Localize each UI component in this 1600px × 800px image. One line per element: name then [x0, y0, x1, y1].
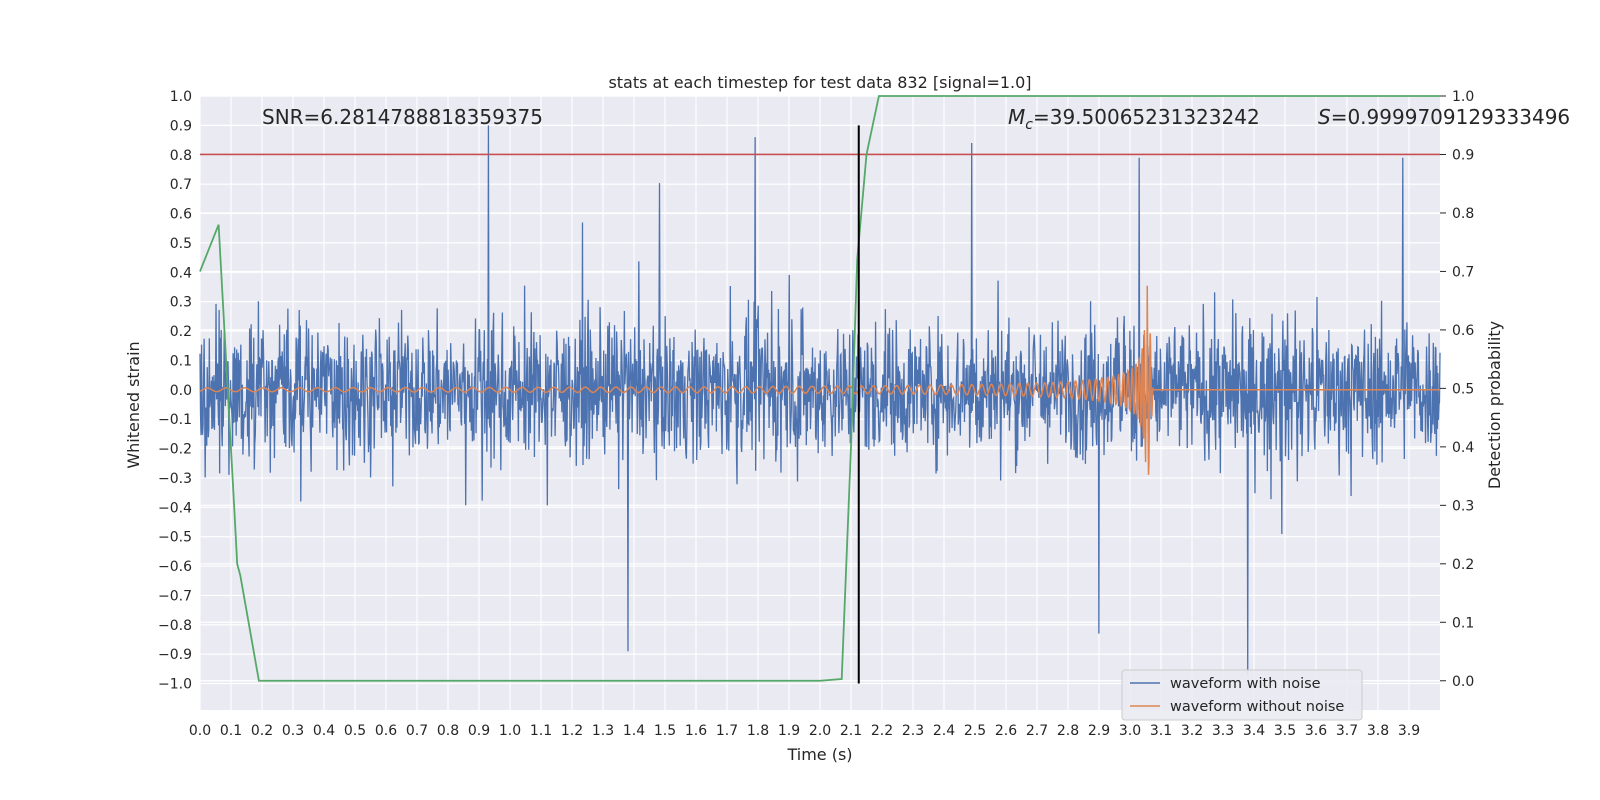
y-left-tick-label: 0.8 — [170, 148, 192, 164]
x-tick-label: 0.7 — [406, 723, 428, 739]
y-left-tick-label: −0.7 — [158, 588, 192, 604]
y-left-tick-label: 0.5 — [170, 236, 192, 252]
y-right-tick-label: 0.8 — [1452, 206, 1474, 222]
x-tick-label: 1.9 — [778, 723, 800, 739]
y-right-tick-label: 1.0 — [1452, 89, 1474, 105]
x-tick-label: 2.8 — [1057, 723, 1079, 739]
legend-box — [1121, 669, 1363, 721]
x-tick-label: 0.4 — [313, 723, 335, 739]
y-right-tick-label: 0.6 — [1452, 323, 1474, 339]
chirp-mass-value: =39.50065231323242 — [1033, 105, 1260, 129]
score-value: =0.9999709129333496 — [1331, 105, 1570, 129]
left-y-axis-ticks: 1.0 0.9 0.8 0.7 0.6 0.5 0.4 0.3 0.2 0.1 0.0 −0.1 −0.… — [158, 89, 192, 693]
x-tick-label: 2.4 — [933, 723, 955, 739]
y-left-tick-label: 0.4 — [170, 265, 192, 281]
score-annotation: S=0.9999709129333496 — [1318, 105, 1570, 129]
y-right-tick-label: 0.4 — [1452, 440, 1474, 456]
y-left-tick-label: −0.2 — [158, 442, 192, 458]
x-tick-label: 2.6 — [995, 723, 1017, 739]
y-right-tick-label: 0.2 — [1452, 557, 1474, 573]
x-tick-label: 0.9 — [468, 723, 490, 739]
y-right-tick-label: 0.9 — [1452, 147, 1474, 163]
y-left-tick-label: 1.0 — [170, 89, 192, 105]
left-y-axis-label: Whitened strain — [124, 341, 143, 468]
x-tick-label: 3.3 — [1212, 723, 1234, 739]
x-tick-label: 3.0 — [1119, 723, 1141, 739]
x-tick-label: 2.1 — [840, 723, 862, 739]
y-left-tick-label: −0.4 — [158, 500, 192, 516]
x-tick-label: 0.3 — [282, 723, 304, 739]
waveform-with-noise-series — [199, 125, 1441, 675]
x-tick-label: 3.7 — [1336, 723, 1358, 739]
y-right-tick-label: 0.7 — [1452, 264, 1474, 280]
y-left-tick-label: −0.9 — [158, 647, 192, 663]
chirp-mass-annotation: Mc=39.50065231323242 — [1008, 105, 1260, 133]
x-tick-label: 2.0 — [809, 723, 831, 739]
right-y-axis-label: Detection probability — [1485, 321, 1504, 489]
x-tick-label: 0.1 — [220, 723, 242, 739]
x-tick-label: 0.2 — [251, 723, 273, 739]
y-right-tick-label: 0.0 — [1452, 674, 1474, 690]
score-symbol: S — [1318, 105, 1331, 129]
x-tick-label: 2.5 — [964, 723, 986, 739]
right-y-axis-ticks: 1.0 0.9 0.8 0.7 0.6 0.5 0.4 0.3 0.2 0.1 0.0 — [1440, 89, 1474, 690]
x-axis-label: Time (s) — [786, 745, 852, 764]
waveform-without-noise-series — [199, 285, 1440, 475]
y-left-tick-label: 0.9 — [170, 118, 192, 134]
x-tick-label: 1.8 — [747, 723, 769, 739]
y-left-tick-label: 0.1 — [170, 353, 192, 369]
y-left-tick-label: −0.5 — [158, 530, 192, 546]
y-right-tick-label: 0.1 — [1452, 615, 1474, 631]
y-right-tick-label: 0.5 — [1452, 381, 1474, 397]
x-tick-label: 3.9 — [1398, 723, 1420, 739]
chart-title: stats at each timestep for test data 832… — [608, 73, 1031, 92]
y-left-tick-label: 0.2 — [170, 324, 192, 340]
x-tick-label: 3.5 — [1274, 723, 1296, 739]
y-right-tick-label: 0.3 — [1452, 498, 1474, 514]
x-tick-label: 2.2 — [871, 723, 893, 739]
x-tick-label: 1.3 — [592, 723, 614, 739]
y-left-tick-label: −0.6 — [158, 559, 192, 575]
x-tick-label: 1.1 — [530, 723, 552, 739]
x-axis-ticks: 0.0 0.1 0.2 0.3 0.4 0.5 0.6 0.7 0.8 0.9 1.0 1.1 1.2 1… — [189, 723, 1420, 739]
x-tick-label: 2.7 — [1026, 723, 1048, 739]
x-tick-label: 1.4 — [623, 723, 645, 739]
x-tick-label: 1.7 — [716, 723, 738, 739]
probability-line — [199, 95, 1440, 682]
y-left-tick-label: −1.0 — [158, 677, 192, 693]
x-tick-label: 0.8 — [437, 723, 459, 739]
x-tick-label: 1.6 — [685, 723, 707, 739]
noise-waveform-line — [199, 125, 1441, 675]
y-left-tick-label: −0.3 — [158, 471, 192, 487]
legend-label-noise: waveform with noise — [1170, 676, 1321, 692]
x-tick-label: 0.5 — [344, 723, 366, 739]
x-tick-label: 3.2 — [1181, 723, 1203, 739]
y-left-tick-label: 0.7 — [170, 177, 192, 193]
x-tick-label: 2.9 — [1088, 723, 1110, 739]
snr-annotation: SNR=6.2814788818359375 — [262, 105, 543, 129]
x-tick-label: 0.0 — [189, 723, 211, 739]
x-tick-label: 1.2 — [561, 723, 583, 739]
y-left-tick-label: 0.6 — [170, 207, 192, 223]
x-tick-label: 1.5 — [654, 723, 676, 739]
y-left-tick-label: −0.1 — [158, 412, 192, 428]
legend: waveform with noise waveform without noi… — [1121, 669, 1363, 721]
x-tick-label: 3.6 — [1305, 723, 1327, 739]
x-tick-label: 3.1 — [1150, 723, 1172, 739]
y-left-tick-label: 0.0 — [170, 383, 192, 399]
x-tick-label: 0.6 — [375, 723, 397, 739]
x-tick-label: 1.0 — [499, 723, 521, 739]
x-tick-label: 3.4 — [1243, 723, 1265, 739]
x-tick-label: 2.3 — [902, 723, 924, 739]
x-tick-label: 3.8 — [1367, 723, 1389, 739]
detection-probability-series — [199, 95, 1440, 682]
y-left-tick-label: 0.3 — [170, 295, 192, 311]
chirp-mass-subscript: c — [1025, 117, 1033, 133]
legend-label-clean: waveform without noise — [1170, 699, 1344, 715]
clean-waveform-line — [199, 285, 1440, 475]
y-left-tick-label: −0.8 — [158, 618, 192, 634]
chirp-mass-symbol: M — [1008, 105, 1025, 129]
